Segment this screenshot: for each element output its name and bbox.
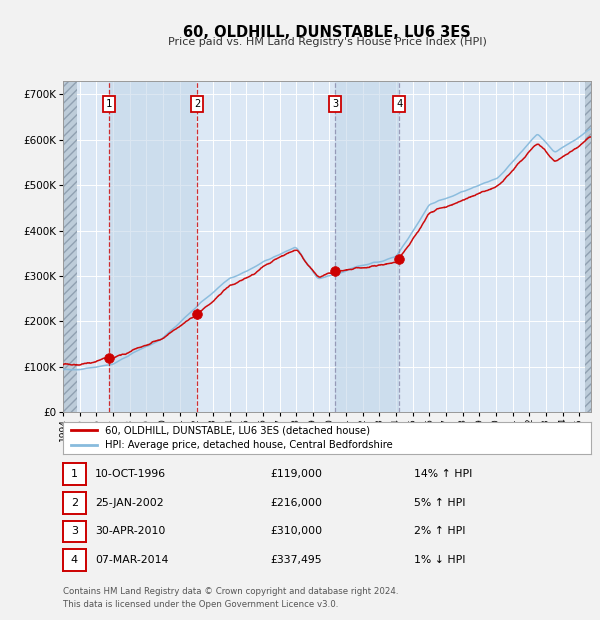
Bar [335, 81, 399, 412]
Text: 2: 2 [71, 498, 78, 508]
Text: 1% ↓ HPI: 1% ↓ HPI [414, 555, 466, 565]
Text: HPI: Average price, detached house, Central Bedfordshire: HPI: Average price, detached house, Cent… [105, 440, 393, 450]
Text: 25-JAN-2002: 25-JAN-2002 [95, 498, 163, 508]
Text: £337,495: £337,495 [270, 555, 322, 565]
Text: 1: 1 [71, 469, 78, 479]
Text: £119,000: £119,000 [270, 469, 322, 479]
Text: Price paid vs. HM Land Registry's House Price Index (HPI): Price paid vs. HM Land Registry's House … [167, 37, 487, 47]
Text: 3: 3 [332, 99, 338, 109]
Text: 3: 3 [71, 526, 78, 536]
Text: 30-APR-2010: 30-APR-2010 [95, 526, 165, 536]
Text: 60, OLDHILL, DUNSTABLE, LU6 3ES (detached house): 60, OLDHILL, DUNSTABLE, LU6 3ES (detache… [105, 425, 370, 435]
Text: 2: 2 [194, 99, 200, 109]
Text: 14% ↑ HPI: 14% ↑ HPI [414, 469, 472, 479]
Text: 60, OLDHILL, DUNSTABLE, LU6 3ES: 60, OLDHILL, DUNSTABLE, LU6 3ES [183, 25, 471, 40]
Text: 10-OCT-1996: 10-OCT-1996 [95, 469, 166, 479]
Text: 4: 4 [71, 555, 78, 565]
Text: £216,000: £216,000 [270, 498, 322, 508]
Text: 4: 4 [396, 99, 402, 109]
Bar [585, 81, 591, 412]
Text: 5% ↑ HPI: 5% ↑ HPI [414, 498, 466, 508]
Text: 1: 1 [106, 99, 112, 109]
Text: 07-MAR-2014: 07-MAR-2014 [95, 555, 168, 565]
Text: 2% ↑ HPI: 2% ↑ HPI [414, 526, 466, 536]
Bar [109, 81, 197, 412]
Bar [63, 81, 77, 412]
Text: £310,000: £310,000 [270, 526, 322, 536]
Text: Contains HM Land Registry data © Crown copyright and database right 2024.: Contains HM Land Registry data © Crown c… [63, 587, 398, 596]
Text: This data is licensed under the Open Government Licence v3.0.: This data is licensed under the Open Gov… [63, 600, 338, 609]
